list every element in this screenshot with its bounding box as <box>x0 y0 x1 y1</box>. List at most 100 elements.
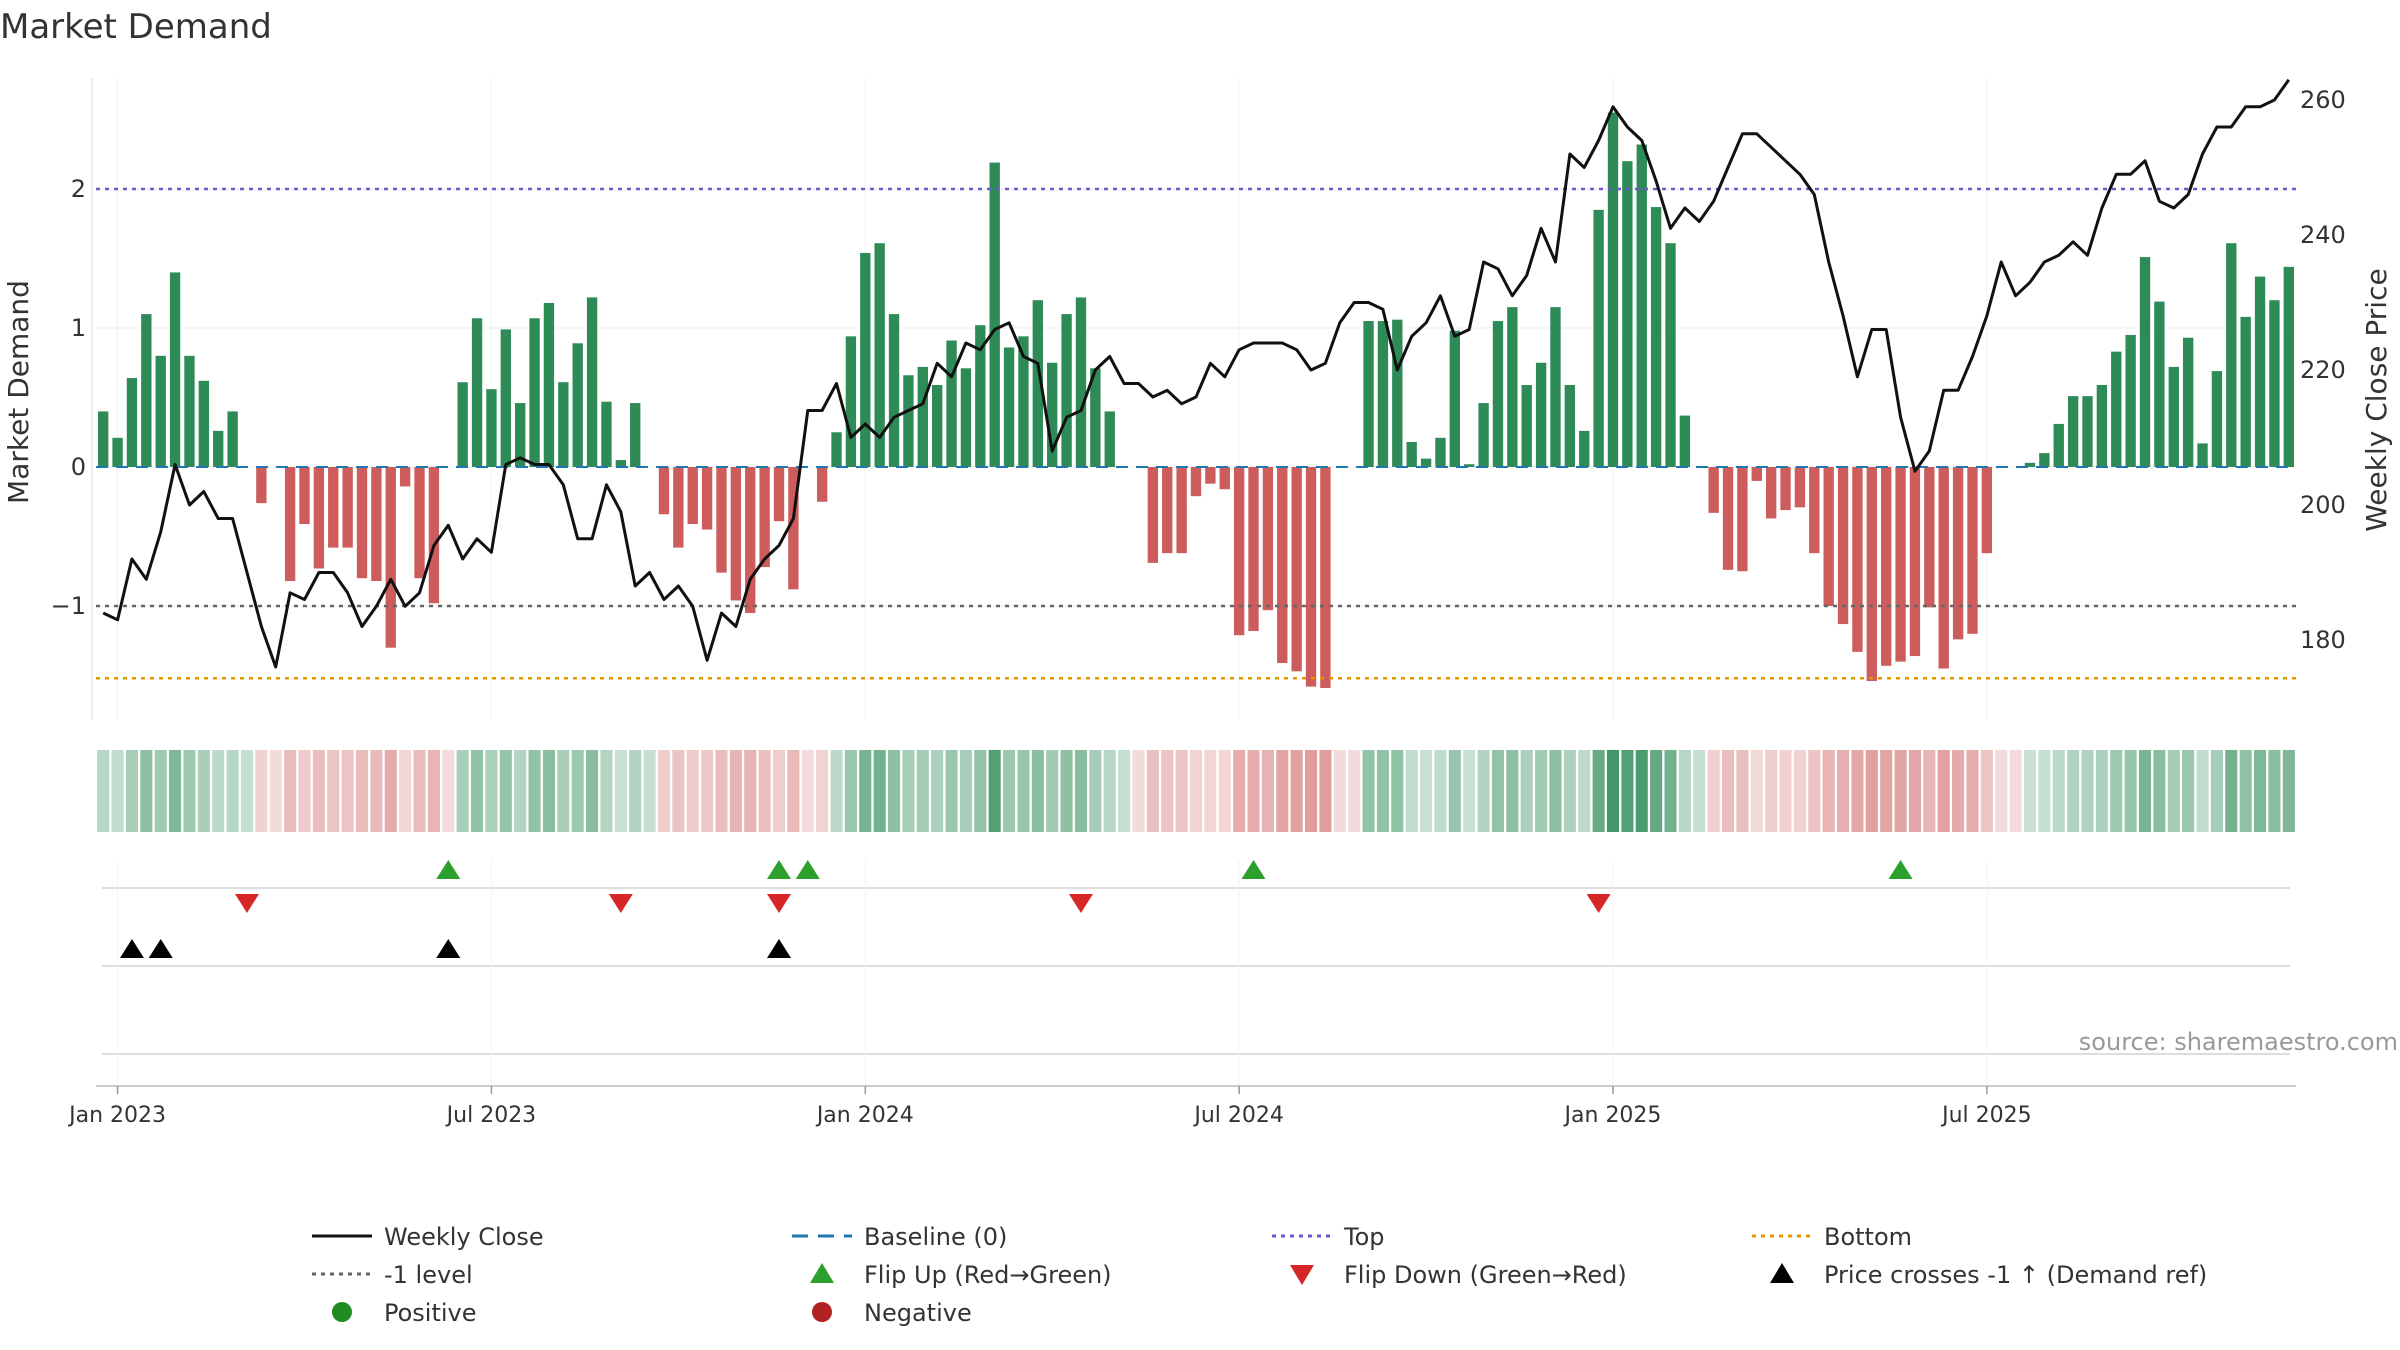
heat-cell <box>729 750 742 832</box>
bar-positive <box>932 384 943 467</box>
heat-cell <box>255 750 268 832</box>
heat-cell <box>959 750 972 832</box>
heat-cell <box>399 750 412 832</box>
bar-positive <box>213 430 224 467</box>
bar-negative <box>1248 467 1259 632</box>
bar-negative <box>1809 467 1820 554</box>
heat-cell <box>1247 750 1260 832</box>
y-tick-label: 2 <box>71 175 86 203</box>
flip-down-marker <box>1068 894 1093 913</box>
heat-cell <box>2081 750 2094 832</box>
heat-cell <box>284 750 297 832</box>
heat-cell <box>1865 750 1878 832</box>
bar-positive <box>960 368 972 467</box>
bar-negative <box>328 467 339 548</box>
bar-negative <box>1852 467 1863 652</box>
bar-positive <box>1435 437 1446 467</box>
bar-positive <box>2211 371 2223 467</box>
bar-positive <box>601 401 612 467</box>
bar-positive <box>486 389 497 467</box>
bar-negative <box>1780 467 1791 511</box>
source-label: source: sharemaestro.com <box>2079 1028 2398 1056</box>
bar-positive <box>1550 307 1561 467</box>
heat-cell <box>1506 750 1519 832</box>
heat-cell <box>1276 750 1289 832</box>
legend-flip-down-icon <box>1290 1265 1314 1285</box>
bar-negative <box>299 467 310 524</box>
heat-cell <box>916 750 929 832</box>
heat-cell <box>1520 750 1533 832</box>
bar-negative <box>1881 467 1892 666</box>
bar-positive <box>529 318 540 467</box>
heat-cell <box>1074 750 1088 832</box>
heat-cell <box>787 750 800 832</box>
bar-positive <box>2082 396 2093 467</box>
bar-positive <box>845 336 857 467</box>
heat-cell <box>1333 750 1346 832</box>
x-tick-label: Jul 2024 <box>1192 1103 1284 1128</box>
heat-cell <box>1348 750 1361 832</box>
bar-positive <box>989 162 1000 467</box>
bar-negative <box>773 467 785 522</box>
bar-positive <box>1650 207 1662 467</box>
bar-positive <box>558 382 569 467</box>
flip-up-marker <box>1241 860 1266 879</box>
heat-cell <box>1146 750 1159 832</box>
heat-cell <box>442 750 455 832</box>
bar-positive <box>1377 321 1389 467</box>
x-tick-label: Jan 2023 <box>67 1103 166 1128</box>
heat-cell <box>1578 750 1591 832</box>
heat-cell <box>1189 750 1203 832</box>
heat-cell <box>327 750 340 832</box>
bar-negative <box>371 467 382 581</box>
bar-negative <box>816 467 828 502</box>
y2-tick-label: 240 <box>2300 221 2346 249</box>
bar-negative <box>1837 467 1849 625</box>
heat-cell <box>1563 750 1576 832</box>
bar-positive <box>1449 330 1460 467</box>
heat-cell <box>355 750 369 832</box>
heat-cell <box>2282 750 2295 832</box>
flip-up-marker <box>795 860 820 879</box>
heat-cell <box>902 750 915 832</box>
heat-cell <box>1391 750 1404 832</box>
y2-tick-label: 260 <box>2300 86 2346 114</box>
bar-negative <box>428 467 440 604</box>
heat-cell <box>1031 750 1044 832</box>
heat-cell <box>111 750 124 832</box>
bar-negative <box>414 467 425 579</box>
heat-cell <box>1880 750 1893 832</box>
heat-cell <box>1952 750 1965 832</box>
y-axis-right: 260 240 220 200 180 <box>2300 86 2346 654</box>
bar-negative <box>1176 467 1187 554</box>
bar-negative <box>313 467 325 569</box>
bar-negative <box>1147 467 1159 563</box>
x-tick-label: Jul 2023 <box>445 1103 537 1128</box>
heat-cell <box>542 750 555 832</box>
bar-negative <box>356 467 368 579</box>
legend-price-cross: Price crosses -1 ↑ (Demand ref) <box>1824 1261 2207 1289</box>
heat-cell <box>125 750 138 832</box>
bar-positive <box>2240 316 2251 467</box>
heat-cell <box>931 750 944 832</box>
bar-negative <box>673 467 684 548</box>
heat-cell <box>1362 750 1375 832</box>
heat-cell <box>298 750 311 832</box>
heat-cell <box>269 750 282 832</box>
heat-cell <box>1937 750 1950 832</box>
bar-positive <box>1018 336 1029 467</box>
heat-cell <box>2153 750 2166 832</box>
heat-cell <box>1721 750 1735 832</box>
legend-flip-up-icon <box>810 1263 834 1283</box>
bar-negative <box>1162 467 1173 554</box>
heat-cell <box>701 750 714 832</box>
heat-cell <box>140 750 153 832</box>
heat-cell <box>974 750 987 832</box>
heat-cell <box>456 750 469 832</box>
reference-lines <box>96 187 2296 680</box>
heat-cell <box>1606 750 1620 832</box>
bar-positive <box>2139 257 2151 467</box>
y-tick-label: 1 <box>71 314 86 342</box>
heat-cell <box>499 750 512 832</box>
heat-cell <box>614 750 627 832</box>
